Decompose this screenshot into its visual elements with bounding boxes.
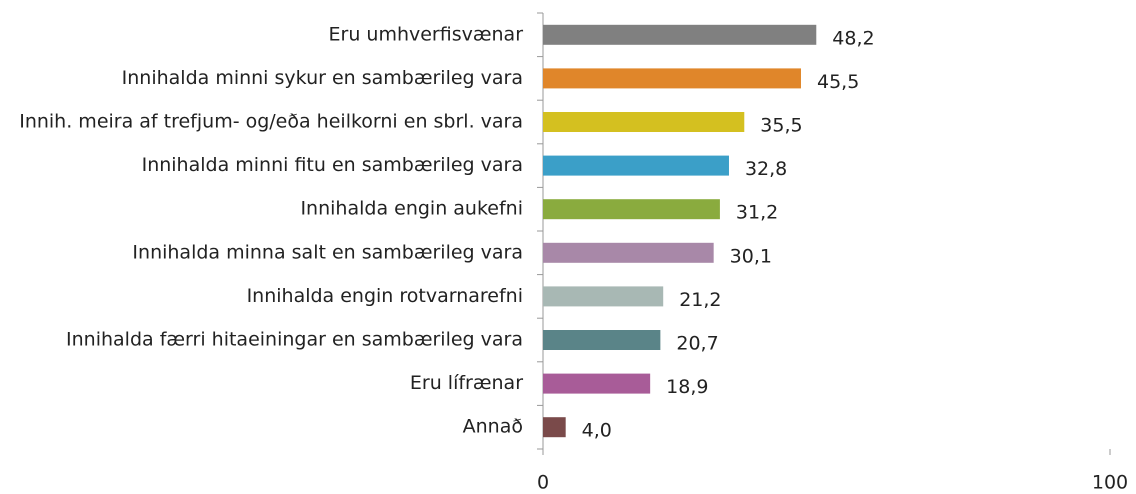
bar <box>543 373 651 394</box>
value-label: 4,0 <box>582 420 612 442</box>
bar <box>543 24 817 45</box>
bar <box>543 242 714 263</box>
bar <box>543 112 745 132</box>
bar <box>543 199 720 220</box>
category-label: Eru lífrænar <box>410 372 523 394</box>
category-label: Eru umhverfisvænar <box>329 23 524 45</box>
bar <box>543 68 801 89</box>
bar <box>543 417 566 438</box>
category-label: Innihalda engin rotvarnarefni <box>247 285 523 307</box>
category-label: Innihalda minna salt en sambærileg vara <box>132 241 523 263</box>
value-label: 31,2 <box>736 202 778 224</box>
value-label: 20,7 <box>676 333 718 355</box>
value-label: 32,8 <box>745 158 787 180</box>
category-label: Innihalda færri hitaeiningar en sambæril… <box>66 329 523 351</box>
x-tick-label: 0 <box>537 472 549 494</box>
value-label: 35,5 <box>760 115 802 137</box>
value-label: 30,1 <box>730 245 772 267</box>
category-label: Annað <box>463 416 523 438</box>
bar <box>543 155 729 176</box>
value-label: 48,2 <box>832 27 874 49</box>
x-tick-label: 100 <box>1092 472 1128 494</box>
category-label: Innihalda engin aukefni <box>300 198 523 220</box>
bar <box>543 286 664 307</box>
category-label: Innih. meira af trefjum- og/eða heilkorn… <box>19 111 523 133</box>
value-label: 21,2 <box>679 289 721 311</box>
category-label: Innihalda minni sykur en sambærileg vara <box>122 67 523 89</box>
value-label: 18,9 <box>666 376 708 398</box>
value-label: 45,5 <box>817 71 859 93</box>
bar <box>543 330 661 350</box>
category-label: Innihalda minni fitu en sambærileg vara <box>142 154 523 176</box>
